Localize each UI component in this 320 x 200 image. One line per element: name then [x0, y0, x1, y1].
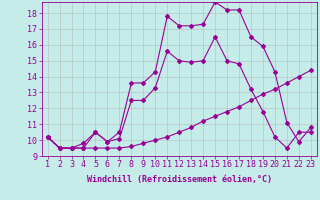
X-axis label: Windchill (Refroidissement éolien,°C): Windchill (Refroidissement éolien,°C) [87, 175, 272, 184]
